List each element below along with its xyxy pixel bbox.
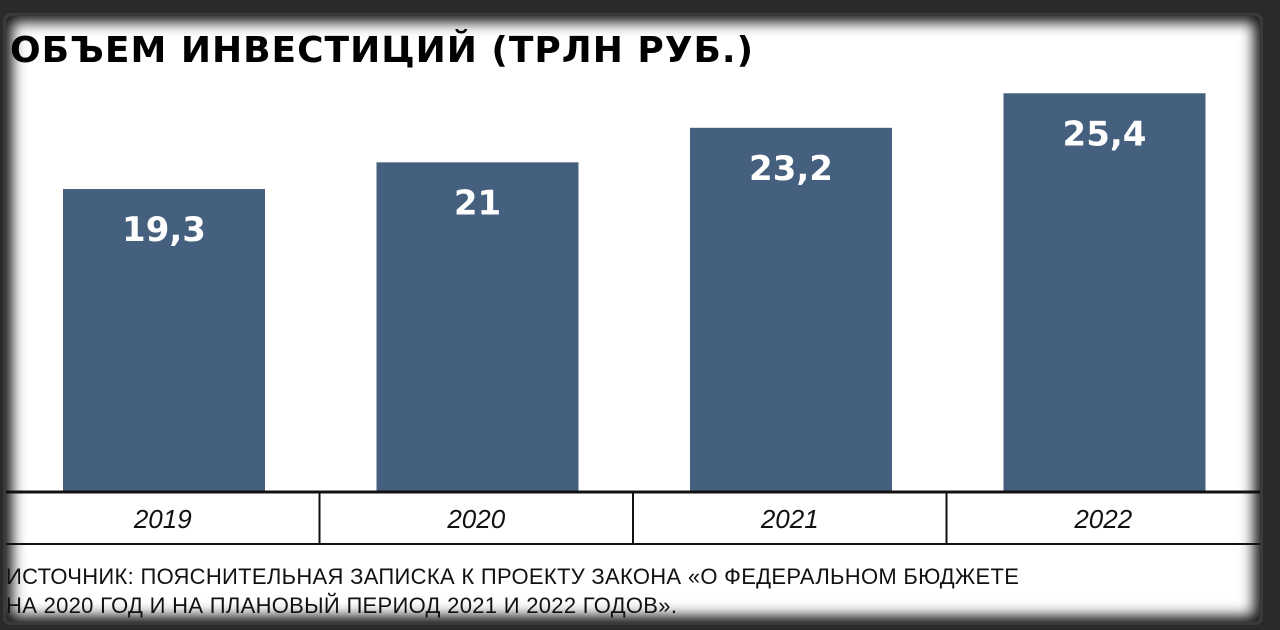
category-label-2020: 2020 <box>446 504 505 534</box>
data-label-2019: 19,3 <box>122 210 206 250</box>
data-label-2020: 21 <box>454 183 501 223</box>
bar-2020 <box>376 162 579 492</box>
bar-2022 <box>1003 93 1206 493</box>
bar-2021 <box>690 127 892 492</box>
bar-chart: 19,3 2019 21 2020 23,2 2021 25,4 2022 <box>6 93 1260 545</box>
category-label-2022: 2022 <box>1073 504 1132 534</box>
data-label-2021: 23,2 <box>749 149 833 189</box>
bar-2019 <box>63 189 265 492</box>
chart-paper: ОБЪЕМ ИНВЕСТИЦИЙ (ТРЛН РУБ.) 19,3 2019 21 2… <box>6 16 1260 622</box>
chart-title: ОБЪЕМ ИНВЕСТИЦИЙ (ТРЛН РУБ.) <box>10 30 755 71</box>
source-line-2: НА 2020 ГОД И НА ПЛАНОВЫЙ ПЕРИОД 2021 И … <box>6 593 678 618</box>
source-note: ИСТОЧНИК: ПОЯСНИТЕЛЬНАЯ ЗАПИСКА К ПРОЕКТ… <box>6 562 1019 620</box>
category-label-2019: 2019 <box>133 504 192 534</box>
category-label-2021: 2021 <box>760 504 819 534</box>
data-label-2022: 25,4 <box>1063 114 1147 154</box>
source-line-1: ИСТОЧНИК: ПОЯСНИТЕЛЬНАЯ ЗАПИСКА К ПРОЕКТ… <box>6 564 1020 589</box>
